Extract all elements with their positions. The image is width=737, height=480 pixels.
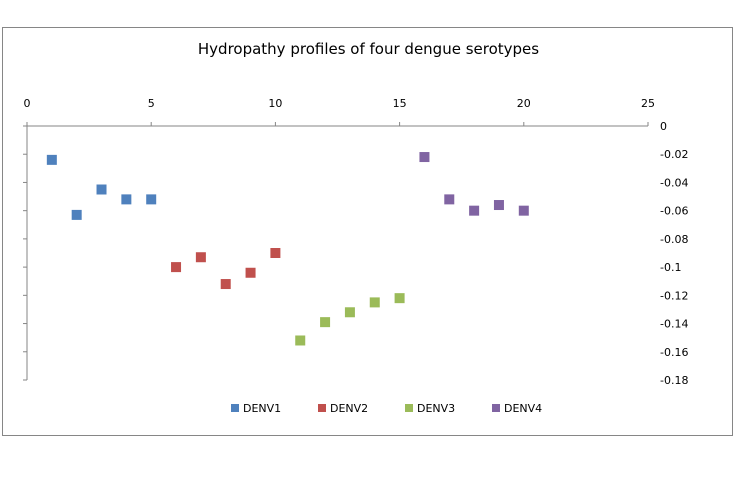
y-tick-label: -0.08 xyxy=(660,233,688,246)
legend-marker-denv2 xyxy=(318,404,326,412)
denv1-point xyxy=(46,154,57,165)
denv4-point xyxy=(469,205,480,216)
denv1-point xyxy=(71,209,82,220)
x-tick-label: 25 xyxy=(641,97,655,110)
denv4-point xyxy=(444,194,455,205)
denv2-point xyxy=(171,262,182,273)
denv1-point xyxy=(96,184,107,195)
denv3-point xyxy=(344,307,355,318)
legend-label-denv1: DENV1 xyxy=(243,402,281,415)
denv2-point xyxy=(245,267,256,278)
legend-label-denv4: DENV4 xyxy=(504,402,542,415)
denv2-point xyxy=(220,279,231,290)
denv3-point xyxy=(369,297,380,308)
y-tick-label: 0 xyxy=(660,120,667,133)
x-tick-label: 20 xyxy=(517,97,531,110)
legend-label-denv3: DENV3 xyxy=(417,402,455,415)
denv3-point xyxy=(320,317,331,328)
legend-label-denv2: DENV2 xyxy=(330,402,368,415)
x-tick-label: 5 xyxy=(148,97,155,110)
denv1-point xyxy=(121,194,132,205)
chart-title: Hydropathy profiles of four dengue serot… xyxy=(197,40,540,58)
legend-marker-denv3 xyxy=(405,404,413,412)
y-tick-label: -0.1 xyxy=(660,261,681,274)
y-tick-label: -0.18 xyxy=(660,374,688,387)
x-tick-label: 15 xyxy=(393,97,407,110)
denv4-point xyxy=(419,152,430,163)
y-tick-label: -0.06 xyxy=(660,205,688,218)
legend-marker-denv4 xyxy=(492,404,500,412)
denv4-point xyxy=(493,200,504,211)
y-tick-label: -0.04 xyxy=(660,176,688,189)
y-tick-label: -0.12 xyxy=(660,289,688,302)
denv4-point xyxy=(518,205,529,216)
x-tick-label: 10 xyxy=(268,97,282,110)
chart-frame xyxy=(2,27,733,436)
denv2-point xyxy=(270,248,281,258)
denv1-point xyxy=(146,194,157,205)
y-tick-label: -0.14 xyxy=(660,318,688,331)
denv2-point xyxy=(195,252,206,263)
denv3-point xyxy=(394,293,405,304)
x-tick-label: 0 xyxy=(24,97,31,110)
legend-marker-denv1 xyxy=(231,404,239,412)
y-tick-label: -0.02 xyxy=(660,148,688,161)
y-tick-label: -0.16 xyxy=(660,346,688,359)
denv3-point xyxy=(295,335,306,346)
